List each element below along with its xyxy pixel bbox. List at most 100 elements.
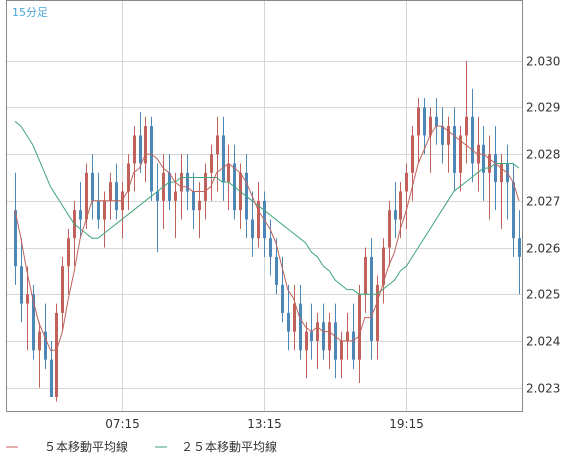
candle-body [20, 266, 23, 304]
candle-body [281, 284, 284, 313]
candle-body [55, 312, 58, 397]
candle-body [305, 331, 308, 351]
candle-body [405, 172, 408, 192]
candle-body [67, 238, 70, 267]
candle-body [518, 238, 521, 257]
candle-body [429, 116, 432, 136]
candle-body [103, 200, 106, 220]
candle-body [198, 200, 201, 211]
y-axis: 2.023 2.024 2.025 2.026 2.027 2.028 2.029 2.030 [526, 55, 560, 396]
candle-body [352, 331, 355, 360]
y-tick-label: 2.023 [526, 382, 560, 396]
candle-body [251, 219, 254, 239]
candle-body [358, 294, 361, 360]
candle-body [382, 247, 385, 285]
legend-label-ma25: ２５本移動平均線 [181, 439, 277, 454]
candle-body [139, 135, 142, 164]
x-tick-label: 07:15 [105, 417, 140, 431]
candle-body [376, 284, 379, 341]
candle-body [459, 135, 462, 173]
candle-body [79, 210, 82, 220]
candle-body [322, 322, 325, 351]
candle-body [14, 210, 17, 267]
ma25-line [14, 121, 520, 295]
candle-body [441, 126, 444, 145]
candle-body [257, 200, 260, 239]
candle-body [109, 182, 112, 201]
x-axis: 07:15 13:15 19:15 [105, 417, 424, 431]
candle-body [482, 144, 485, 173]
candle-body [275, 256, 278, 285]
candle-body [127, 163, 130, 192]
candle-body [488, 154, 491, 173]
candle-body [133, 135, 136, 164]
candle-body [316, 322, 319, 341]
y-tick-label: 2.024 [526, 335, 560, 349]
candle-body [328, 322, 331, 351]
y-tick-label: 2.028 [526, 148, 560, 162]
moving-average-lines [14, 121, 520, 351]
y-tick-label: 2.027 [526, 195, 560, 209]
y-tick-label: 2.025 [526, 288, 560, 302]
y-tick-label: 2.029 [526, 101, 560, 115]
candle-body [512, 182, 515, 239]
candle-body [174, 191, 177, 201]
y-tick-label: 2.026 [526, 242, 560, 256]
timeframe-label: 15分足 [12, 6, 48, 19]
candle-body [180, 172, 183, 192]
candle-body [471, 116, 474, 164]
candle-body [91, 172, 94, 201]
candle-body [32, 294, 35, 351]
candle-body [150, 126, 153, 192]
candle-body [44, 331, 47, 360]
candle-body [494, 154, 497, 183]
candle-body [121, 191, 124, 211]
candle-body [465, 116, 468, 136]
candle-body [417, 107, 420, 136]
candle-body [26, 294, 29, 304]
candle-body [144, 126, 147, 164]
candle-body [370, 256, 373, 341]
plot-border [6, 0, 523, 412]
candle-body [340, 340, 343, 360]
candle-body [399, 191, 402, 220]
legend: ５本移動平均線 ２５本移動平均線 [6, 439, 277, 454]
candle-body [453, 126, 456, 173]
candle-body [50, 359, 53, 397]
candle-body [310, 331, 313, 341]
candle-body [411, 135, 414, 173]
candle-body [227, 163, 230, 183]
candle-body [204, 172, 207, 201]
candle-body [500, 163, 503, 183]
candle-body [210, 154, 213, 173]
candle-body [435, 116, 438, 127]
candle-body [61, 266, 64, 313]
candle-body [293, 303, 296, 332]
candle-body [334, 322, 337, 360]
candle-body [299, 303, 302, 351]
candle-body [423, 107, 426, 136]
candle-body [346, 331, 349, 341]
candle-body [85, 172, 88, 220]
x-tick-label: 13:15 [247, 417, 282, 431]
candle-body [192, 191, 195, 211]
ma5-line [14, 125, 520, 351]
y-tick-label: 2.030 [526, 55, 560, 69]
candle-body [156, 191, 159, 201]
candle-body [168, 172, 171, 201]
candle-body [287, 312, 290, 332]
legend-label-ma5: ５本移動平均線 [44, 439, 128, 454]
candle-body [115, 182, 118, 211]
candle-body [394, 210, 397, 220]
candle-body [364, 256, 367, 295]
candle-body [447, 126, 450, 145]
candle-body [216, 135, 219, 155]
candle-body [186, 172, 189, 192]
candle-body [38, 331, 41, 351]
candle-body [388, 210, 391, 248]
candle-body [222, 135, 225, 183]
candle-body [269, 238, 272, 257]
x-tick-label: 19:15 [389, 417, 424, 431]
candle-body [97, 200, 100, 220]
